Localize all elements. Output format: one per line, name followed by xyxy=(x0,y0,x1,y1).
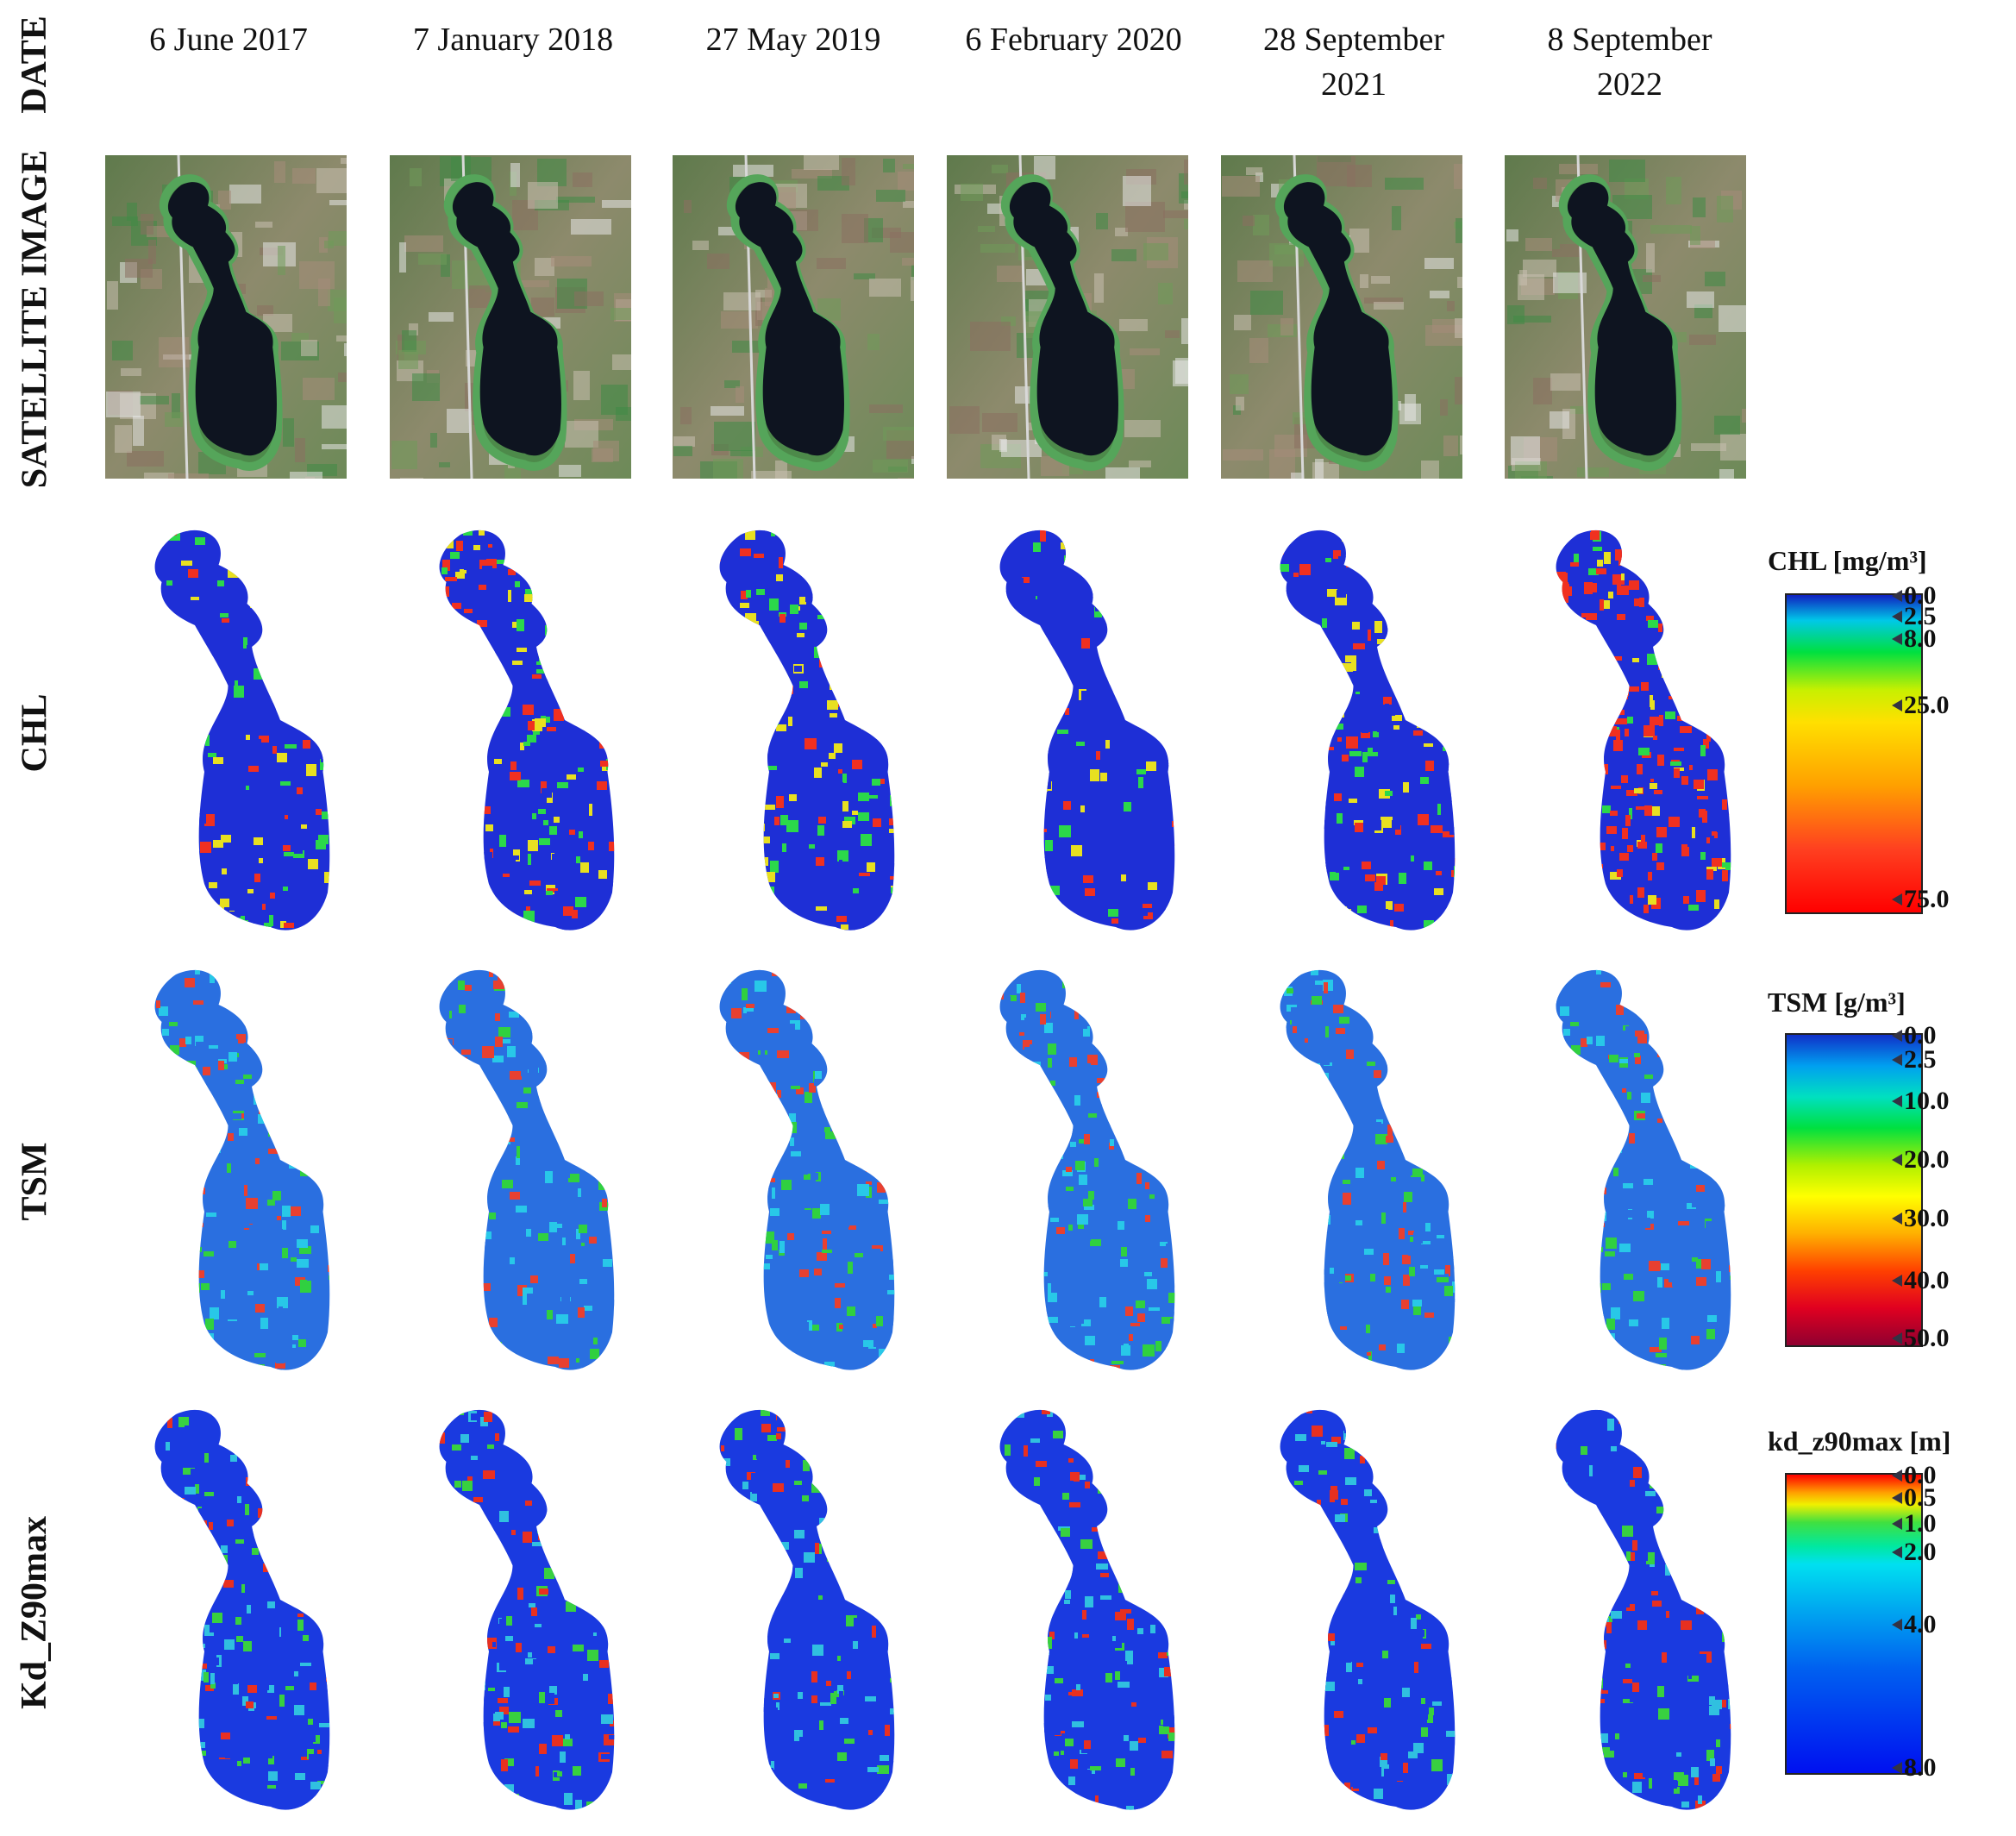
tsm-tick: 50.0 xyxy=(1892,1324,1950,1352)
chl-tick: 75.0 xyxy=(1892,885,1950,913)
kd-colorbar xyxy=(1785,1473,1923,1775)
kd-tick: 8.0 xyxy=(1892,1753,1937,1782)
kd-map-5 xyxy=(1255,1397,1487,1820)
satellite-image-6 xyxy=(1505,155,1746,479)
chl-colorbar-title: CHL [mg/m³] xyxy=(1768,545,1927,576)
satellite-image-3 xyxy=(673,155,914,479)
tsm-tick: 20.0 xyxy=(1892,1145,1950,1174)
kd-tick: 0.5 xyxy=(1892,1483,1937,1512)
chl-map-6 xyxy=(1531,517,1763,940)
kd-tick: 4.0 xyxy=(1892,1610,1937,1639)
date-label-2: 7 January 2018 xyxy=(412,22,614,58)
kd-tick: 1.0 xyxy=(1892,1509,1937,1538)
date-label-3: 27 May 2019 xyxy=(705,22,881,58)
tsm-map-2 xyxy=(414,957,647,1380)
date-label-5: 28 September 2021 xyxy=(1262,22,1444,103)
chl-map-4 xyxy=(974,517,1207,940)
row-label-satellite-image: SATELLITE IMAGE xyxy=(15,149,54,489)
satellite-image-2 xyxy=(390,155,631,479)
tsm-map-1 xyxy=(129,957,362,1380)
date-label-4: 6 February 2020 xyxy=(965,22,1182,58)
row-label-tsm: TSM xyxy=(15,1142,55,1221)
row-label-kd: Kd_Z90max xyxy=(15,1515,54,1710)
kd-map-6 xyxy=(1531,1397,1763,1820)
tsm-tick: 10.0 xyxy=(1892,1087,1950,1115)
date-label-6: 8 September 2022 xyxy=(1547,22,1712,103)
kd-tick: 2.0 xyxy=(1892,1538,1937,1566)
chl-map-3 xyxy=(694,517,927,940)
satellite-image-4 xyxy=(947,155,1188,479)
chl-tick: 2.5 xyxy=(1892,602,1937,630)
satellite-image-5 xyxy=(1221,155,1462,479)
satellite-image-1 xyxy=(105,155,347,479)
tsm-map-5 xyxy=(1255,957,1487,1380)
kd-tick: 0.0 xyxy=(1892,1461,1937,1489)
tsm-map-4 xyxy=(974,957,1207,1380)
kd-map-2 xyxy=(414,1397,647,1820)
tsm-map-6 xyxy=(1531,957,1763,1380)
row-label-date: DATE xyxy=(15,16,55,114)
tsm-colorbar xyxy=(1785,1033,1923,1347)
date-label-1: 6 June 2017 xyxy=(149,22,308,58)
chl-map-1 xyxy=(129,517,362,940)
kd-map-3 xyxy=(694,1397,927,1820)
tsm-tick: 40.0 xyxy=(1892,1266,1950,1294)
kd-map-4 xyxy=(974,1397,1207,1820)
row-label-chl: CHL xyxy=(15,693,55,773)
tsm-tick: 0.0 xyxy=(1892,1021,1937,1050)
chl-colorbar xyxy=(1785,593,1923,914)
tsm-tick: 2.5 xyxy=(1892,1045,1937,1074)
kd-map-1 xyxy=(129,1397,362,1820)
chl-map-5 xyxy=(1255,517,1487,940)
chl-tick: 25.0 xyxy=(1892,691,1950,719)
tsm-map-3 xyxy=(694,957,927,1380)
tsm-colorbar-title: TSM [g/m³] xyxy=(1768,987,1906,1018)
chl-tick: 8.0 xyxy=(1892,624,1937,653)
chl-tick: 0.0 xyxy=(1892,581,1937,610)
tsm-tick: 30.0 xyxy=(1892,1204,1950,1232)
kd-colorbar-title: kd_z90max [m] xyxy=(1768,1426,1951,1457)
chl-map-2 xyxy=(414,517,647,940)
